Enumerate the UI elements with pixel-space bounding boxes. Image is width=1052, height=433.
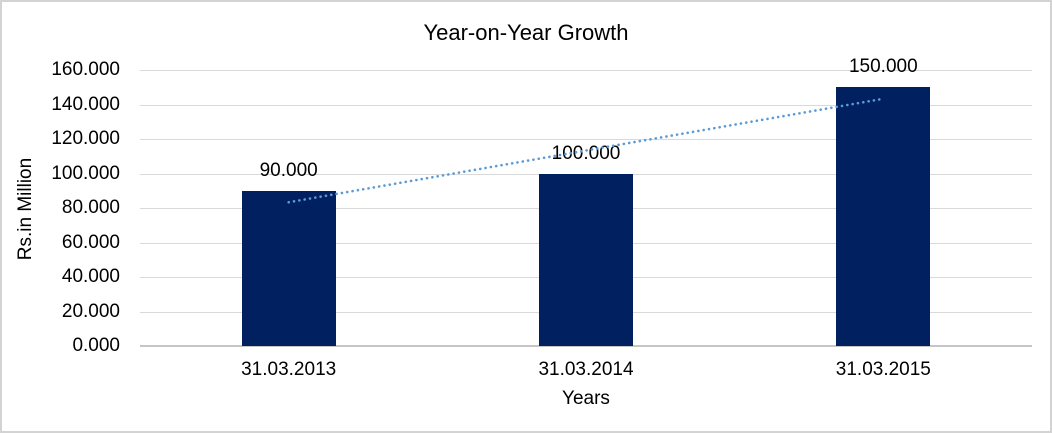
- gridline: [140, 70, 1032, 71]
- y-tick-label: 140.000: [51, 93, 120, 115]
- y-tick-label: 60.000: [61, 231, 120, 253]
- x-tick-label: 31.03.2013: [241, 359, 337, 380]
- y-tick-label: 0.000: [72, 335, 120, 356]
- y-tick-label: 160.000: [51, 59, 120, 80]
- bar-value-label: 90.000: [259, 159, 318, 181]
- bar-31.03.2015: [836, 87, 931, 346]
- bar-31.03.2014: [539, 173, 633, 346]
- bar-value-label: 100.000: [551, 142, 621, 164]
- y-tick-label: 80.000: [61, 197, 120, 218]
- y-tick-label: 120.000: [51, 128, 120, 149]
- x-tick-label: 31.03.2015: [835, 359, 931, 380]
- bar-31.03.2013: [241, 190, 336, 346]
- y-tick-label: 100.000: [51, 162, 120, 184]
- chart-title: Year-on-Year Growth: [423, 20, 629, 45]
- y-tick-label: 20.000: [61, 300, 120, 322]
- x-axis-title: Years: [562, 388, 610, 409]
- x-tick-label: 31.03.2014: [538, 359, 634, 380]
- bar-value-label: 150.000: [848, 56, 918, 78]
- plot-area: [140, 70, 1032, 347]
- y-tick-label: 40.000: [61, 266, 120, 287]
- x-axis-line: [140, 345, 1032, 347]
